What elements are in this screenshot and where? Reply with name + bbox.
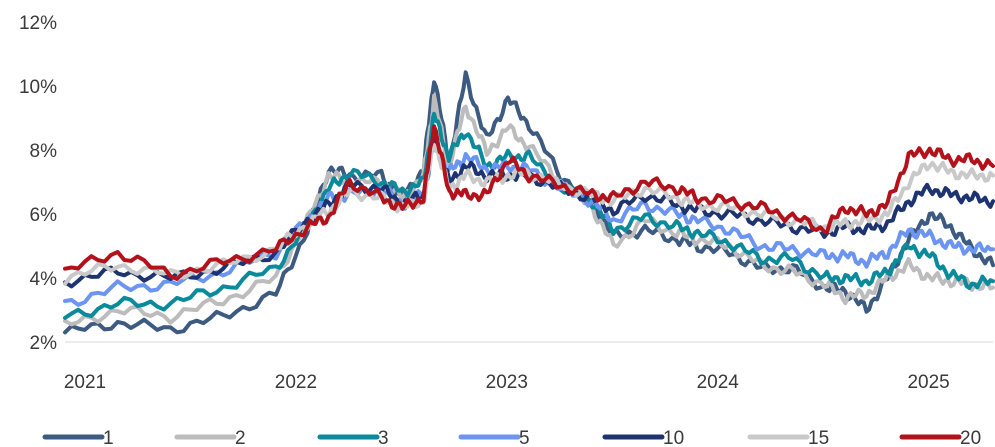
legend-label-3: 3 — [378, 428, 389, 447]
x-axis-tick-labels: 2021 2022 2023 2024 2025 — [64, 372, 950, 393]
y-tick-label: 8% — [30, 141, 58, 162]
y-tick-label: 12% — [19, 13, 57, 34]
y-tick-label: 6% — [30, 205, 58, 226]
x-tick-label: 2022 — [275, 372, 317, 393]
x-tick-label: 2025 — [907, 372, 949, 393]
series-line-3 — [63, 111, 995, 320]
x-tick-label: 2023 — [486, 372, 528, 393]
x-tick-label: 2024 — [697, 372, 740, 393]
series-lines — [63, 70, 995, 335]
legend-label-1: 1 — [103, 428, 114, 447]
legend-label-5: 5 — [519, 428, 530, 447]
x-tick-label: 2021 — [64, 372, 106, 393]
legend: 1 2 3 5 10 15 20 — [42, 428, 981, 447]
y-tick-label: 4% — [30, 269, 58, 290]
legend-label-2: 2 — [235, 428, 246, 447]
legend-label-20: 20 — [960, 428, 981, 447]
series-line-20 — [63, 124, 995, 281]
legend-label-10: 10 — [663, 428, 684, 447]
y-tick-label: 2% — [30, 333, 58, 354]
y-tick-label: 10% — [19, 77, 57, 98]
legend-label-15: 15 — [808, 428, 829, 447]
y-axis-tick-labels: 2% 4% 6% 8% 10% 12% — [19, 13, 57, 354]
